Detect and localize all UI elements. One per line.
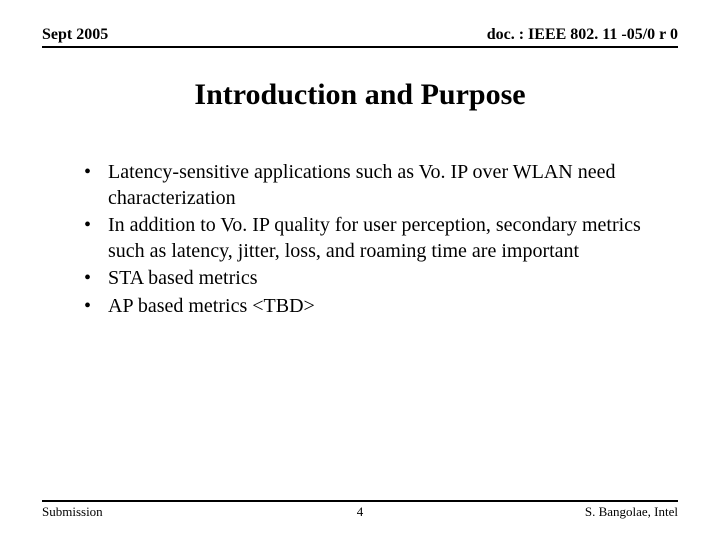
- footer-author: S. Bangolae, Intel: [585, 504, 678, 520]
- footer-page-number: 4: [357, 504, 364, 520]
- bullet-item: STA based metrics: [84, 266, 658, 292]
- footer-rule: [42, 500, 678, 502]
- header-docnum: doc. : IEEE 802. 11 -05/0 r 0: [487, 26, 678, 44]
- slide-title: Introduction and Purpose: [42, 78, 678, 112]
- bullet-list: Latency-sensitive applications such as V…: [42, 160, 678, 500]
- header: Sept 2005 doc. : IEEE 802. 11 -05/0 r 0: [42, 26, 678, 48]
- bullet-item: Latency-sensitive applications such as V…: [84, 160, 658, 211]
- footer-left: Submission: [42, 504, 103, 520]
- footer: Submission 4 S. Bangolae, Intel: [42, 500, 678, 520]
- slide-page: Sept 2005 doc. : IEEE 802. 11 -05/0 r 0 …: [0, 0, 720, 540]
- bullet-item: AP based metrics <TBD>: [84, 294, 658, 320]
- bullet-item: In addition to Vo. IP quality for user p…: [84, 213, 658, 264]
- header-date: Sept 2005: [42, 26, 108, 44]
- footer-row: Submission 4 S. Bangolae, Intel: [42, 504, 678, 520]
